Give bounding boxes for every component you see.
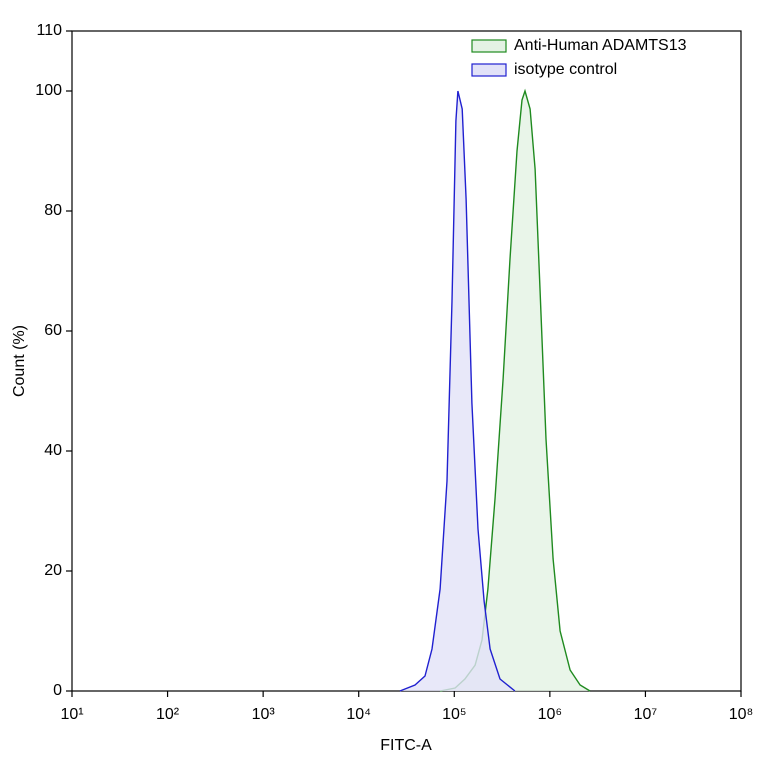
x-tick-label: 10⁵ bbox=[442, 706, 466, 723]
x-tick-label: 10⁷ bbox=[634, 706, 658, 723]
y-tick-label: 40 bbox=[44, 442, 62, 459]
series-area bbox=[399, 90, 516, 692]
x-tick-label: 10⁸ bbox=[729, 706, 754, 723]
y-tick-label: 100 bbox=[35, 82, 62, 99]
legend-label: isotype control bbox=[514, 61, 617, 78]
x-axis-label: FITC-A bbox=[380, 737, 432, 754]
y-tick-label: 110 bbox=[36, 22, 62, 39]
plot-frame bbox=[71, 30, 742, 692]
x-tick-label: 10⁶ bbox=[538, 706, 562, 723]
x-tick-label: 10³ bbox=[252, 706, 276, 723]
y-tick-label: 0 bbox=[53, 682, 62, 699]
legend-label: Anti-Human ADAMTS13 bbox=[514, 37, 687, 54]
legend-swatch bbox=[471, 39, 507, 53]
x-tick-label: 10² bbox=[156, 706, 180, 723]
legend-swatch bbox=[471, 63, 507, 77]
x-tick-label: 10⁴ bbox=[346, 706, 371, 723]
y-axis-label: Count (%) bbox=[11, 325, 28, 397]
y-tick-label: 80 bbox=[44, 202, 62, 219]
y-tick-label: 20 bbox=[44, 562, 62, 579]
x-tick-label: 10¹ bbox=[60, 706, 83, 723]
y-tick-label: 60 bbox=[44, 322, 62, 339]
